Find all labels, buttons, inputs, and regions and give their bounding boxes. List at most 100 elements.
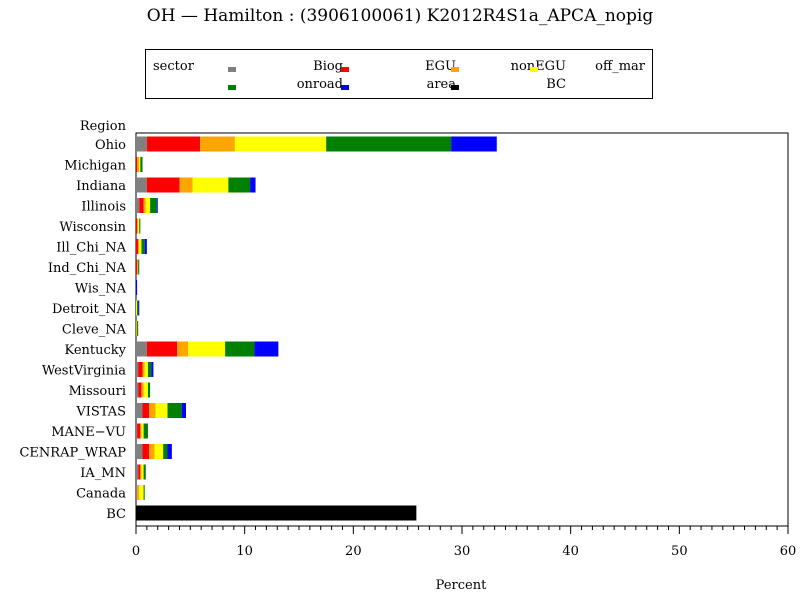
y-tick-label: Detroit_NA bbox=[52, 302, 127, 317]
legend-entry-nonegu: nonEGU bbox=[451, 59, 566, 77]
y-tick-label: IA_MN bbox=[80, 466, 126, 481]
y-tick-label: Ohio bbox=[95, 138, 126, 153]
bar-mane-vu-nonegu bbox=[140, 423, 142, 439]
x-tick-label: 30 bbox=[454, 544, 471, 559]
bar-ia-mn-biog bbox=[136, 464, 139, 480]
bar-illinois-biog bbox=[136, 198, 140, 213]
bar-vistas-onroad bbox=[167, 403, 182, 418]
x-tick-label: 40 bbox=[562, 544, 579, 559]
bar-kentucky-biog bbox=[136, 341, 147, 357]
legend-label-nonegu: nonEGU bbox=[510, 59, 566, 74]
y-tick-label: Cleve_NA bbox=[62, 323, 127, 338]
x-tick-label: 10 bbox=[236, 544, 253, 559]
bar-indiana-egu bbox=[146, 177, 180, 193]
bar-cleve-na-onroad bbox=[137, 321, 139, 336]
bar-canada-onroad bbox=[143, 485, 145, 500]
y-tick-label: Indiana bbox=[76, 179, 126, 194]
bar-illinois-nonegu bbox=[143, 198, 146, 213]
bar-ohio-area bbox=[451, 136, 497, 152]
bar-ohio-nonegu bbox=[200, 136, 235, 152]
bar-michigan-off-mar bbox=[139, 157, 141, 172]
bar-cenrap-wrap-area bbox=[167, 444, 172, 459]
y-tick-label: Ind_Chi_NA bbox=[48, 261, 127, 276]
legend-swatch-onroad bbox=[228, 85, 236, 90]
legend-swatch-area bbox=[341, 85, 349, 90]
bar-ill-chi-na-off-mar bbox=[139, 239, 142, 254]
y-tick-label: WestVirginia bbox=[42, 364, 126, 379]
bar-westvirginia-area bbox=[151, 362, 154, 377]
y-tick-label: CENRAP_WRAP bbox=[19, 446, 126, 461]
x-tick-label: 60 bbox=[780, 544, 797, 559]
bar-ill-chi-na-nonegu bbox=[138, 239, 140, 254]
legend-label-biog: Biog bbox=[313, 59, 343, 74]
bar-ohio-egu bbox=[146, 136, 201, 152]
legend-swatch-off-mar bbox=[530, 67, 538, 72]
bar-michigan-onroad bbox=[140, 157, 143, 172]
legend-swatch-bc bbox=[451, 85, 459, 90]
bar-ohio-onroad bbox=[326, 136, 452, 152]
x-tick-label: 20 bbox=[345, 544, 362, 559]
legend-swatch-nonegu bbox=[451, 67, 459, 72]
y-tick-label: BC bbox=[106, 507, 126, 522]
bar-indiana-onroad bbox=[228, 177, 251, 193]
bar-mane-vu-biog bbox=[136, 423, 138, 439]
y-tick-label: Illinois bbox=[81, 200, 126, 215]
bar-missouri-onroad bbox=[147, 382, 151, 398]
legend-entry-onroad: onroad bbox=[228, 77, 343, 95]
bar-ia-mn-egu bbox=[138, 464, 141, 480]
bar-vistas-biog bbox=[136, 403, 143, 418]
bar-westvirginia-nonegu bbox=[142, 362, 145, 377]
bar-illinois-onroad bbox=[150, 198, 157, 213]
legend-swatch-egu bbox=[341, 67, 349, 72]
bar-vistas-area bbox=[181, 403, 186, 418]
bar-kentucky-egu bbox=[146, 341, 178, 357]
bar-canada-off-mar bbox=[139, 485, 144, 500]
x-axis-label: Percent bbox=[436, 578, 487, 593]
bar-westvirginia-off-mar bbox=[144, 362, 148, 377]
bar-detroit-na-off-mar bbox=[136, 300, 138, 316]
bar-illinois-off-mar bbox=[145, 198, 151, 213]
bar-missouri-egu bbox=[138, 382, 142, 398]
bar-kentucky-area bbox=[254, 341, 279, 357]
y-axis-label: Region bbox=[80, 119, 127, 134]
bar-indiana-nonegu bbox=[179, 177, 193, 193]
y-tick-label: Missouri bbox=[69, 384, 126, 399]
bar-ind-chi-na-nonegu bbox=[137, 259, 139, 275]
legend-label-onroad: onroad bbox=[296, 77, 343, 92]
bar-wisconsin-onroad bbox=[139, 218, 141, 234]
bar-kentucky-off-mar bbox=[188, 341, 226, 357]
bar-indiana-off-mar bbox=[192, 177, 229, 193]
legend-entry-biog: Biog bbox=[228, 59, 343, 77]
bar-ia-mn-onroad bbox=[143, 464, 146, 480]
y-tick-label: Canada bbox=[76, 487, 126, 502]
bar-detroit-na-area bbox=[138, 300, 140, 316]
legend-label-bc: BC bbox=[546, 77, 566, 92]
bar-westvirginia-onroad bbox=[147, 362, 152, 377]
legend-label-area: area bbox=[426, 77, 456, 92]
bar-cenrap-wrap-off-mar bbox=[154, 444, 164, 459]
legend-label-off-mar: off_mar bbox=[595, 59, 645, 74]
bar-mane-vu-off-mar bbox=[141, 423, 144, 439]
bar-vistas-egu bbox=[142, 403, 150, 418]
bar-ohio-off-mar bbox=[234, 136, 327, 152]
bar-ill-chi-na-onroad bbox=[141, 239, 145, 254]
y-tick-label: Wisconsin bbox=[59, 220, 126, 235]
bar-cenrap-wrap-nonegu bbox=[149, 444, 155, 459]
bar-ohio-biog bbox=[136, 136, 147, 152]
y-tick-label: Ill_Chi_NA bbox=[56, 241, 126, 256]
bar-michigan-egu bbox=[136, 157, 138, 172]
bar-indiana-biog bbox=[136, 177, 147, 193]
bar-cenrap-wrap-biog bbox=[136, 444, 143, 459]
bar-ill-chi-na-area bbox=[144, 239, 147, 254]
bar-canada-biog bbox=[136, 485, 138, 500]
y-tick-label: Kentucky bbox=[64, 343, 126, 358]
bar-westvirginia-biog bbox=[136, 362, 139, 377]
bar-missouri-off-mar bbox=[143, 382, 148, 398]
legend-entry-egu: EGU bbox=[341, 59, 456, 77]
bar-canada-nonegu bbox=[137, 485, 140, 500]
legend: sector Biog EGU nonEGU off_mar onroad ar… bbox=[145, 49, 653, 99]
bar-indiana-area bbox=[250, 177, 256, 193]
bar-wisconsin-nonegu bbox=[137, 218, 139, 234]
bar-ia-mn-nonegu bbox=[140, 464, 142, 480]
